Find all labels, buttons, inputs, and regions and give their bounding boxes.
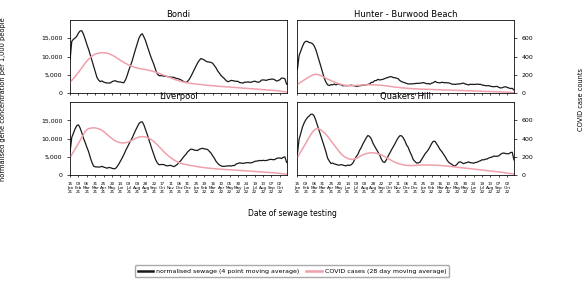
Legend: normalised sewage (4 point moving average), COVID cases (28 day moving average): normalised sewage (4 point moving averag… [134,265,450,277]
Title: Liverpool: Liverpool [159,92,198,101]
Text: COVID case counts: COVID case counts [578,68,584,130]
Title: Bondi: Bondi [166,10,190,19]
Title: Hunter - Burwood Beach: Hunter - Burwood Beach [354,10,457,19]
Text: Date of sewage testing: Date of sewage testing [248,209,336,218]
Text: normalised gene concentration per 1,000 people: normalised gene concentration per 1,000 … [0,17,6,181]
Title: Quakers Hill: Quakers Hill [380,92,431,101]
